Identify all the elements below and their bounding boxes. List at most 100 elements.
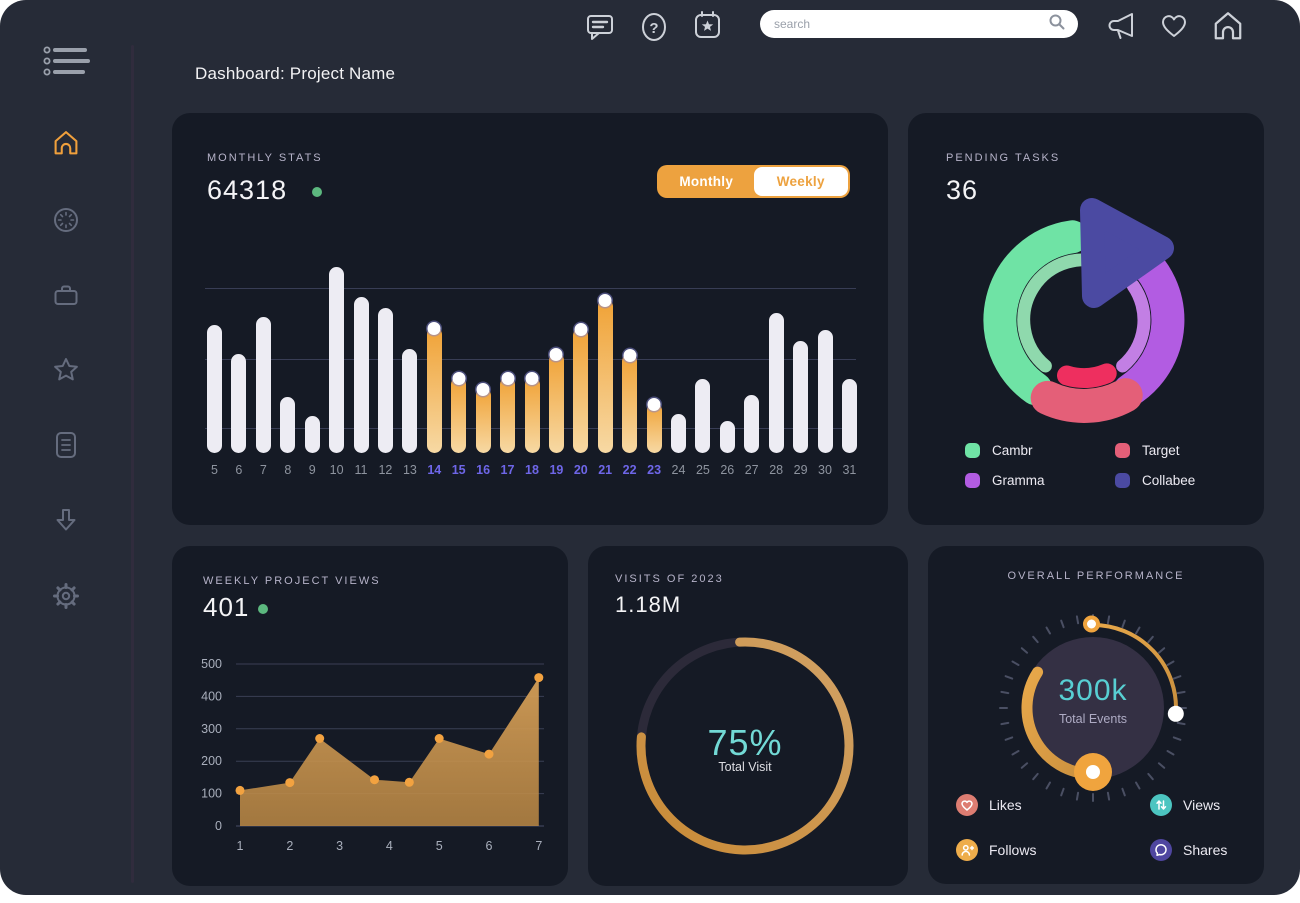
status-dot bbox=[258, 604, 268, 614]
home-icon[interactable] bbox=[1208, 6, 1248, 51]
heart-icon bbox=[956, 794, 978, 816]
bar-day-18 bbox=[524, 372, 540, 453]
toggle-weekly-button[interactable]: Weekly bbox=[753, 167, 848, 196]
bar-day-23 bbox=[646, 398, 662, 453]
search-icon[interactable] bbox=[1048, 13, 1066, 36]
bar-label-13: 13 bbox=[402, 463, 417, 477]
bar-label-24: 24 bbox=[671, 463, 686, 477]
legend-item-likes: Likes bbox=[956, 794, 1150, 816]
bar-label-30: 30 bbox=[818, 463, 832, 477]
person-plus-icon bbox=[956, 839, 978, 861]
legend-swatch bbox=[1115, 443, 1130, 458]
gauge-start-marker[interactable] bbox=[1083, 615, 1100, 633]
weekly-views-card: WEEKLY PROJECT VIEWS 401 500 400 300 200 100… bbox=[172, 546, 568, 886]
page-title: Dashboard: Project Name bbox=[195, 64, 396, 83]
bar-label-23: 23 bbox=[647, 463, 662, 477]
legend-item-cambr: Cambr bbox=[965, 443, 1115, 458]
gauge-tick bbox=[1176, 690, 1186, 695]
gauge-tick bbox=[1135, 626, 1141, 635]
x-tick-label: 5 bbox=[436, 839, 443, 853]
gauge-tick bbox=[1032, 635, 1039, 644]
bar-day-11 bbox=[353, 297, 369, 453]
svg-text:?: ? bbox=[649, 20, 658, 37]
donut-segment-Gramma-inner bbox=[1116, 279, 1151, 373]
sidebar-item-downloads[interactable] bbox=[0, 501, 131, 545]
legend-item-views: Views bbox=[1150, 794, 1227, 816]
calendar-star-icon[interactable] bbox=[689, 7, 726, 50]
sidebar bbox=[0, 0, 131, 895]
legend-label: Gramma bbox=[992, 473, 1045, 488]
gauge-end-marker[interactable] bbox=[1167, 705, 1184, 722]
bar-day-21 bbox=[597, 294, 613, 453]
bar-label-12: 12 bbox=[378, 463, 393, 477]
gauge-tick bbox=[1157, 647, 1166, 654]
card-label: WEEKLY PROJECT VIEWS bbox=[203, 575, 381, 587]
donut-segment-Target-inner bbox=[1057, 363, 1117, 389]
bar-day-31 bbox=[841, 379, 857, 453]
sidebar-item-projects[interactable] bbox=[0, 275, 131, 319]
pending-tasks-card: PENDING TASKS 36 Cambr Target Gramma Col… bbox=[908, 113, 1264, 525]
y-tick-label: 200 bbox=[201, 754, 222, 768]
sidebar-item-settings[interactable] bbox=[0, 576, 131, 620]
gauge-tick bbox=[1000, 721, 1010, 726]
y-tick-label: 500 bbox=[201, 657, 222, 671]
help-icon[interactable]: ? bbox=[636, 8, 672, 51]
sidebar-item-activity[interactable] bbox=[0, 200, 131, 244]
status-dot bbox=[312, 187, 322, 197]
bar-label-27: 27 bbox=[744, 463, 759, 477]
data-point bbox=[404, 777, 414, 787]
data-point bbox=[434, 734, 444, 743]
performance-card: OVERALL PERFORMANCE 300k Total Events Li… bbox=[928, 546, 1264, 884]
bar-day-25 bbox=[695, 379, 711, 453]
legend-label: Shares bbox=[1183, 842, 1228, 858]
bar-day-12 bbox=[377, 308, 393, 453]
y-tick-label: 100 bbox=[201, 787, 222, 801]
data-point bbox=[484, 749, 494, 759]
clock-icon bbox=[51, 205, 81, 240]
sidebar-item-home[interactable] bbox=[0, 123, 131, 167]
monthly-stats-card: MONTHLY STATS 64318 Monthly Weekly 5 6 7 8 9… bbox=[172, 113, 888, 525]
gauge-tick bbox=[1106, 615, 1111, 625]
bar-day-14 bbox=[426, 322, 442, 453]
sidebar-item-favorites[interactable] bbox=[0, 350, 131, 394]
bar-day-7 bbox=[255, 317, 271, 453]
bar-day-6 bbox=[231, 354, 247, 453]
bar-day-22 bbox=[622, 349, 638, 453]
bar-peak-dot bbox=[525, 372, 539, 385]
legend-label: Cambr bbox=[992, 443, 1033, 458]
visits-percent: 75% bbox=[707, 722, 783, 763]
legend-swatch bbox=[965, 443, 980, 458]
toggle-monthly-button[interactable]: Monthly bbox=[679, 174, 734, 189]
legend-item-follows: Follows bbox=[956, 839, 1150, 861]
performance-legend: Likes Views bbox=[956, 794, 1227, 861]
gauge-tick bbox=[1000, 690, 1010, 695]
chat-icon[interactable] bbox=[582, 9, 618, 50]
menu-list-icon[interactable] bbox=[42, 44, 94, 83]
bar-label-22: 22 bbox=[622, 463, 637, 477]
search-bar bbox=[760, 10, 1078, 38]
gauge-outer-arc bbox=[1089, 622, 1178, 716]
gauge-knob-dot bbox=[1086, 765, 1100, 779]
gauge-tick bbox=[1020, 647, 1029, 654]
heart-icon[interactable] bbox=[1156, 9, 1192, 48]
legend-label: Collabee bbox=[1142, 473, 1196, 488]
donut-legend: Cambr Target Gramma Collabee bbox=[965, 443, 1265, 488]
gauge-tick bbox=[1147, 772, 1154, 781]
gauge-tick bbox=[1121, 619, 1126, 629]
y-tick-label: 300 bbox=[201, 722, 222, 736]
bar-label-21: 21 bbox=[598, 463, 613, 477]
gauge-tick bbox=[1004, 736, 1014, 741]
bar-peak-dot bbox=[549, 348, 563, 361]
bar-label-11: 11 bbox=[354, 463, 368, 477]
gauge-tick bbox=[1060, 619, 1065, 629]
star-icon bbox=[50, 354, 82, 391]
search-input[interactable] bbox=[772, 16, 1048, 32]
period-toggle: Monthly Weekly bbox=[657, 165, 850, 198]
bar-label-19: 19 bbox=[549, 463, 564, 477]
legend-item-gramma: Gramma bbox=[965, 473, 1115, 488]
bar-peak-dot bbox=[476, 383, 490, 396]
area-chart: 500 400 300 200 100 0 1 2 3 4 5 6 7 bbox=[201, 657, 544, 853]
sidebar-item-notes[interactable] bbox=[0, 425, 131, 469]
megaphone-icon[interactable] bbox=[1104, 8, 1142, 49]
